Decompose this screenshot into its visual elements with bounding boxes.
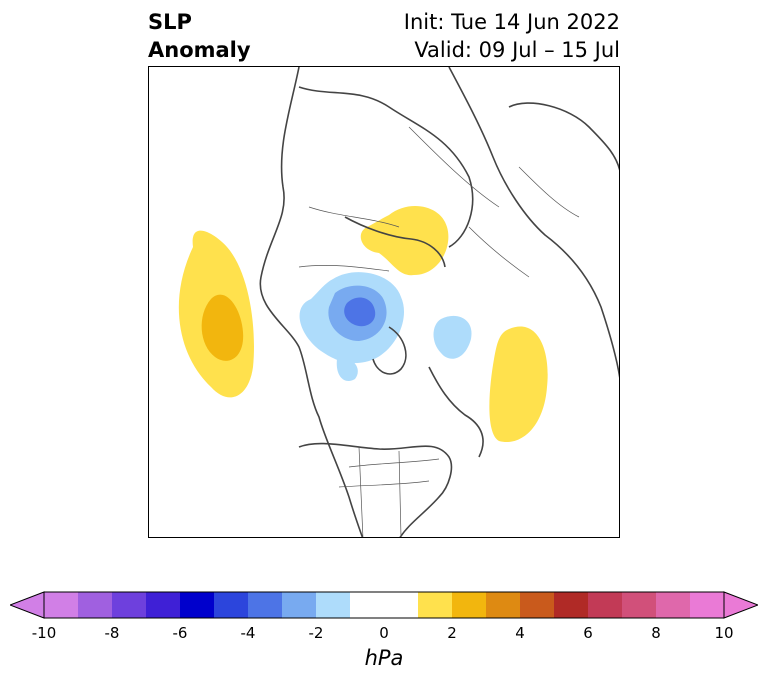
colorbar-tick-labels: -10 -8 -6 -4 -2 0 2 4 6 8 10 <box>0 624 768 644</box>
colorbar-tick-label: 4 <box>515 624 525 642</box>
init-date: Init: Tue 14 Jun 2022 <box>403 10 620 34</box>
colorbar-bin-17 <box>656 592 690 618</box>
colorbar-outline <box>43 591 725 619</box>
colorbar-bin-2 <box>112 592 146 618</box>
polar-map <box>178 67 619 537</box>
valid-range: Valid: 09 Jul – 15 Jul <box>414 38 620 62</box>
colorbar-bin-9 <box>350 592 418 618</box>
colorbar-bin-8 <box>316 592 350 618</box>
map-title: SLP Anomaly <box>148 8 251 64</box>
negative-anomaly-baffin <box>336 358 358 381</box>
colorbar-bin-11 <box>452 592 486 618</box>
colorbar-bin-16 <box>622 592 656 618</box>
colorbar-tick-label: 8 <box>651 624 661 642</box>
colorbar-unit: hPa <box>364 646 404 670</box>
colorbar-bin-12 <box>486 592 520 618</box>
title-line-2: Anomaly <box>148 38 251 62</box>
negative-anomaly-greenland <box>433 315 472 359</box>
colorbar-bin-3 <box>146 592 180 618</box>
anomaly-field <box>178 205 548 443</box>
colorbar-tick-label: 6 <box>583 624 593 642</box>
colorbar-tick-label: 2 <box>447 624 457 642</box>
colorbar-bin-6 <box>248 592 282 618</box>
colorbar-tick-label: -4 <box>240 624 256 642</box>
colorbar-tick-label: -10 <box>31 624 57 642</box>
colorbar-bin-13 <box>520 592 554 618</box>
colorbar-tick-label: 10 <box>714 624 734 642</box>
positive-anomaly-siberia <box>360 205 449 276</box>
colorbar-bin-4 <box>180 592 214 618</box>
colorbar-bins <box>10 591 758 619</box>
colorbar-tick-label: -8 <box>104 624 120 642</box>
colorbar <box>10 591 758 619</box>
colorbar-extend-low <box>10 591 45 619</box>
colorbar-bin-1 <box>78 592 112 618</box>
colorbar-bin-15 <box>588 592 622 618</box>
forecast-dates: Init: Tue 14 Jun 2022 Valid: 09 Jul – 15… <box>404 8 620 64</box>
colorbar-bin-7 <box>282 592 316 618</box>
title-line-1: SLP <box>148 10 192 34</box>
colorbar-bin-5 <box>214 592 248 618</box>
colorbar-bin-18 <box>690 592 724 618</box>
positive-anomaly-atlantic <box>489 326 548 443</box>
colorbar-bin-10 <box>418 592 452 618</box>
colorbar-bin-14 <box>554 592 588 618</box>
positive-core-pacific <box>201 294 244 361</box>
coastlines <box>259 67 619 537</box>
map-panel <box>148 66 620 538</box>
colorbar-tick-label: 0 <box>379 624 389 642</box>
negative-core-arctic <box>344 297 376 327</box>
colorbar-bin-0 <box>44 592 78 618</box>
colorbar-tick-label: -2 <box>308 624 324 642</box>
political-borders <box>298 126 580 537</box>
colorbar-extend-high <box>723 591 758 619</box>
colorbar-tick-label: -6 <box>172 624 188 642</box>
